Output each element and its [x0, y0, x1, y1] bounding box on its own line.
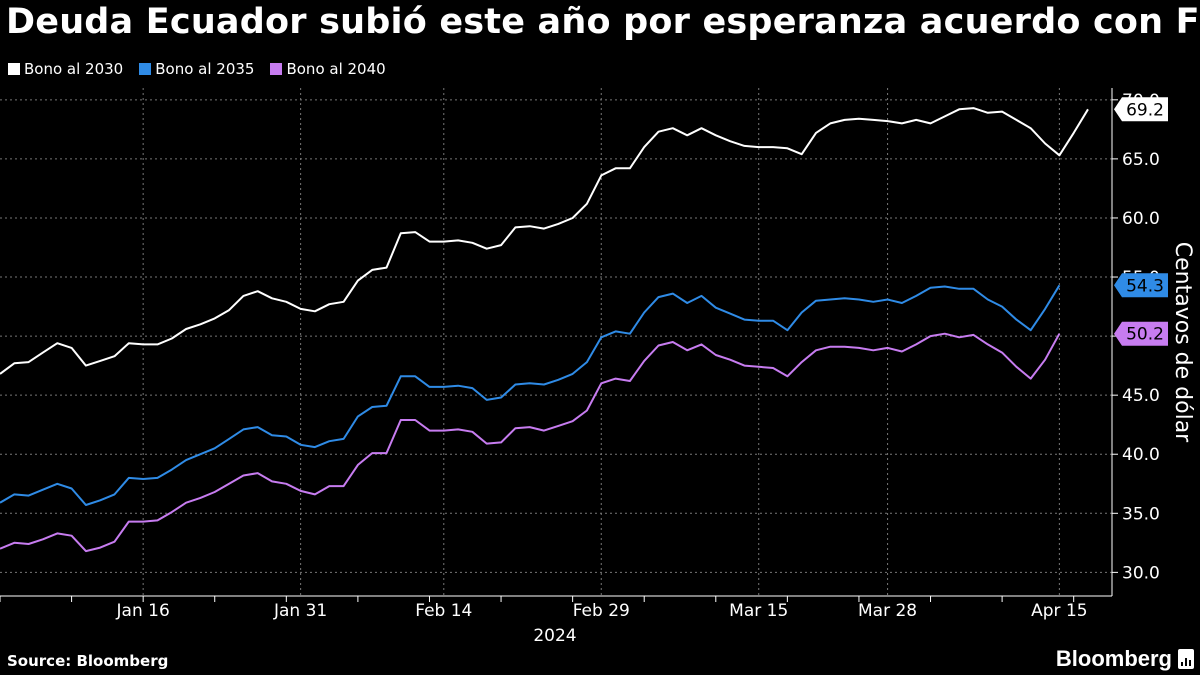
y-axis-title: Centavos de dólar	[1170, 242, 1195, 443]
legend-label-2035: Bono al 2035	[155, 60, 255, 78]
y-tick-label: 45.0	[1122, 386, 1160, 406]
x-tick-label: Jan 31	[273, 601, 327, 621]
legend-swatch-2035	[139, 63, 152, 75]
series-line-2035	[0, 284, 1061, 506]
legend-swatch-2030	[8, 63, 20, 75]
series-line-2030	[0, 107, 1089, 375]
legend: Bono al 2030 Bono al 2035 Bono al 2040	[8, 60, 386, 78]
brand-name: Bloomberg	[1055, 646, 1172, 671]
bloomberg-chart-icon	[1178, 649, 1194, 669]
y-tick-label: 35.0	[1122, 504, 1160, 524]
brand-logo: Bloomberg	[1056, 646, 1194, 672]
x-tick-label: Feb 29	[573, 601, 630, 621]
end-label-tag-2040	[1114, 321, 1168, 346]
y-tick-label: 30.0	[1122, 563, 1160, 583]
source-note: Source: Bloomberg	[7, 652, 169, 670]
y-tick-label: 60.0	[1122, 209, 1160, 229]
legend-item-2035: Bono al 2035	[139, 60, 254, 78]
end-label-tag-2035	[1114, 273, 1168, 298]
x-tick-label: Jan 16	[116, 601, 170, 621]
x-tick-label: Apr 15	[1031, 601, 1087, 621]
legend-item-2030: Bono al 2030	[8, 60, 123, 78]
end-label-2035: 54.3	[1126, 276, 1164, 296]
x-tick-label: Mar 28	[858, 601, 917, 621]
series-line-2040	[0, 332, 1061, 553]
x-axis-label: 2024	[533, 626, 576, 646]
legend-label-2040: Bono al 2040	[286, 60, 386, 78]
x-tick-label: Mar 15	[729, 601, 788, 621]
end-label-tag-2030	[1114, 97, 1168, 122]
legend-label-2030: Bono al 2030	[24, 60, 124, 78]
chart-title: Deuda Ecuador subió este año por esperan…	[6, 2, 1200, 42]
y-tick-label: 65.0	[1122, 150, 1160, 170]
x-tick-label: Feb 14	[415, 601, 472, 621]
legend-swatch-2040	[270, 63, 283, 75]
end-label-2040: 50.2	[1126, 325, 1164, 345]
legend-item-2040: Bono al 2040	[270, 60, 386, 78]
y-tick-label: 40.0	[1122, 445, 1160, 465]
end-label-2030: 69.2	[1126, 100, 1164, 120]
